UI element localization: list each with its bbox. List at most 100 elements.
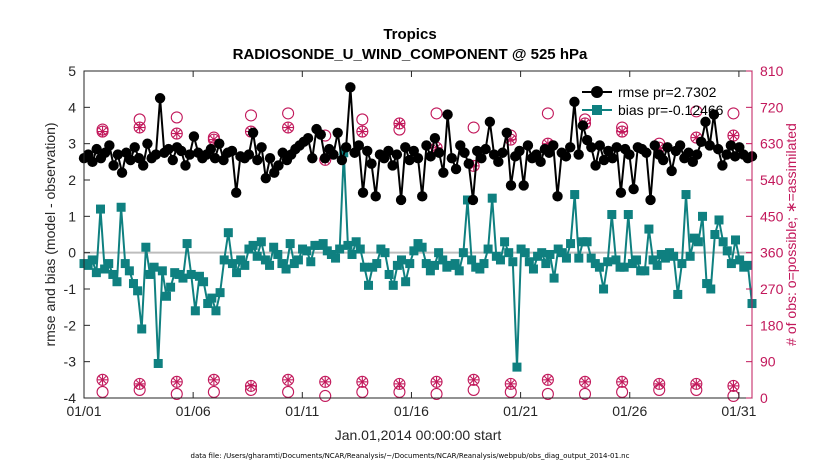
bias-point bbox=[603, 257, 613, 267]
obs-possible-marker bbox=[282, 107, 295, 120]
bias-point bbox=[281, 264, 291, 274]
rmse-point bbox=[674, 140, 686, 151]
x-tick-label: 01/31 bbox=[721, 403, 756, 419]
obs-assimilated-marker bbox=[653, 377, 666, 390]
bias-point bbox=[161, 291, 171, 301]
bias-point bbox=[277, 259, 287, 269]
bias-point bbox=[265, 260, 275, 270]
bias-point bbox=[91, 268, 101, 278]
x-tick-label: 01/06 bbox=[176, 403, 211, 419]
rmse-point bbox=[484, 116, 496, 128]
bias-point bbox=[702, 279, 712, 289]
rmse-point bbox=[167, 154, 178, 166]
obs-star-stroke bbox=[729, 381, 738, 390]
y-right-tick-label: 540 bbox=[760, 172, 784, 188]
obs-star-stroke bbox=[209, 135, 218, 144]
y-right-tick-label: 90 bbox=[760, 354, 776, 370]
bias-point bbox=[203, 299, 213, 309]
rmse-point bbox=[391, 149, 403, 160]
bias-point bbox=[582, 237, 592, 247]
obs-star-stroke bbox=[469, 375, 478, 384]
obs-star-stroke bbox=[543, 375, 552, 384]
bias-point bbox=[199, 277, 209, 287]
bias-point bbox=[421, 259, 431, 269]
bias-point bbox=[450, 259, 460, 269]
bias-point bbox=[166, 282, 176, 292]
rmse-point bbox=[463, 158, 474, 169]
bias-point bbox=[619, 262, 629, 272]
rmse-point bbox=[565, 142, 576, 153]
rmse-point bbox=[247, 127, 259, 138]
obs-star-ring bbox=[653, 377, 666, 390]
bias-point bbox=[467, 255, 477, 265]
bias-point bbox=[669, 251, 679, 261]
bias-point bbox=[611, 255, 621, 265]
rmse-point bbox=[505, 180, 517, 191]
bias-point bbox=[599, 284, 609, 294]
rmse-point bbox=[353, 140, 365, 151]
obs-star-stroke bbox=[247, 381, 255, 390]
obs-star-stroke bbox=[98, 375, 107, 384]
obs-star-stroke bbox=[581, 377, 589, 386]
bias-point bbox=[112, 277, 122, 287]
bias-point bbox=[388, 280, 398, 290]
obs-star-stroke bbox=[395, 119, 404, 128]
obs-assimilated-marker bbox=[282, 121, 295, 134]
rmse-point bbox=[328, 149, 339, 160]
y-tick-label: 0 bbox=[68, 245, 76, 261]
y-right-tick-label: 180 bbox=[760, 317, 784, 333]
x-axis-ticks: 01/01 01/06 01/11 01/16 01/21 01/26 01/31 bbox=[66, 71, 757, 419]
y-right-tick-label: 630 bbox=[760, 136, 784, 152]
bias-point bbox=[693, 237, 703, 247]
rmse-point bbox=[717, 160, 728, 171]
bias-point bbox=[260, 255, 270, 265]
rmse-point bbox=[535, 156, 546, 168]
obs-star-ring bbox=[727, 379, 740, 392]
bias-point bbox=[681, 190, 691, 200]
rmse-point bbox=[176, 145, 187, 157]
bias-point bbox=[512, 362, 522, 372]
bias-point bbox=[145, 269, 155, 279]
rmse-point bbox=[438, 167, 449, 178]
rmse-point bbox=[704, 140, 715, 151]
obs-star-ring bbox=[578, 375, 592, 388]
rmse-point bbox=[395, 194, 407, 206]
y-tick-label: -4 bbox=[64, 390, 77, 406]
x-tick-label: 01/11 bbox=[285, 403, 319, 419]
legend-rmse-label: rmse pr=2.7302 bbox=[618, 84, 717, 100]
rmse-point bbox=[691, 149, 703, 160]
bias-point bbox=[100, 264, 110, 274]
bias-point bbox=[549, 273, 559, 283]
obs-assimilated-marker bbox=[319, 375, 332, 388]
legend: rmse pr=2.7302 bias pr=-0.12466 bbox=[582, 84, 724, 118]
rmse-point bbox=[658, 154, 669, 166]
obs-star-stroke bbox=[98, 127, 107, 136]
bias-point bbox=[207, 293, 217, 303]
rmse-point bbox=[412, 153, 424, 164]
bias-point bbox=[124, 266, 134, 276]
y-right-tick-label: 0 bbox=[760, 390, 768, 406]
bias-point bbox=[698, 211, 708, 221]
obs-possible-marker bbox=[319, 389, 332, 403]
rmse-point bbox=[628, 183, 639, 195]
bias-point bbox=[417, 242, 427, 252]
bias-point bbox=[227, 259, 237, 269]
bias-point bbox=[632, 255, 642, 265]
y-right-tick-label: 450 bbox=[760, 208, 784, 224]
rmse-series bbox=[78, 82, 758, 206]
obs-assimilated-marker bbox=[727, 129, 740, 142]
bias-point bbox=[508, 257, 518, 267]
bias-point bbox=[735, 255, 745, 265]
rmse-point bbox=[429, 133, 441, 144]
obs-star-ring bbox=[96, 373, 109, 386]
obs-possible-marker bbox=[430, 387, 443, 401]
y-tick-label: 4 bbox=[68, 99, 76, 115]
bias-point bbox=[405, 259, 415, 269]
bias-point bbox=[706, 284, 716, 294]
obs-assimilated-marker bbox=[96, 373, 109, 386]
bias-point bbox=[722, 246, 732, 256]
bias-point bbox=[623, 210, 633, 220]
obs-star-ring bbox=[356, 125, 369, 138]
obs-possible-marker bbox=[356, 113, 369, 126]
bias-point bbox=[425, 266, 435, 276]
